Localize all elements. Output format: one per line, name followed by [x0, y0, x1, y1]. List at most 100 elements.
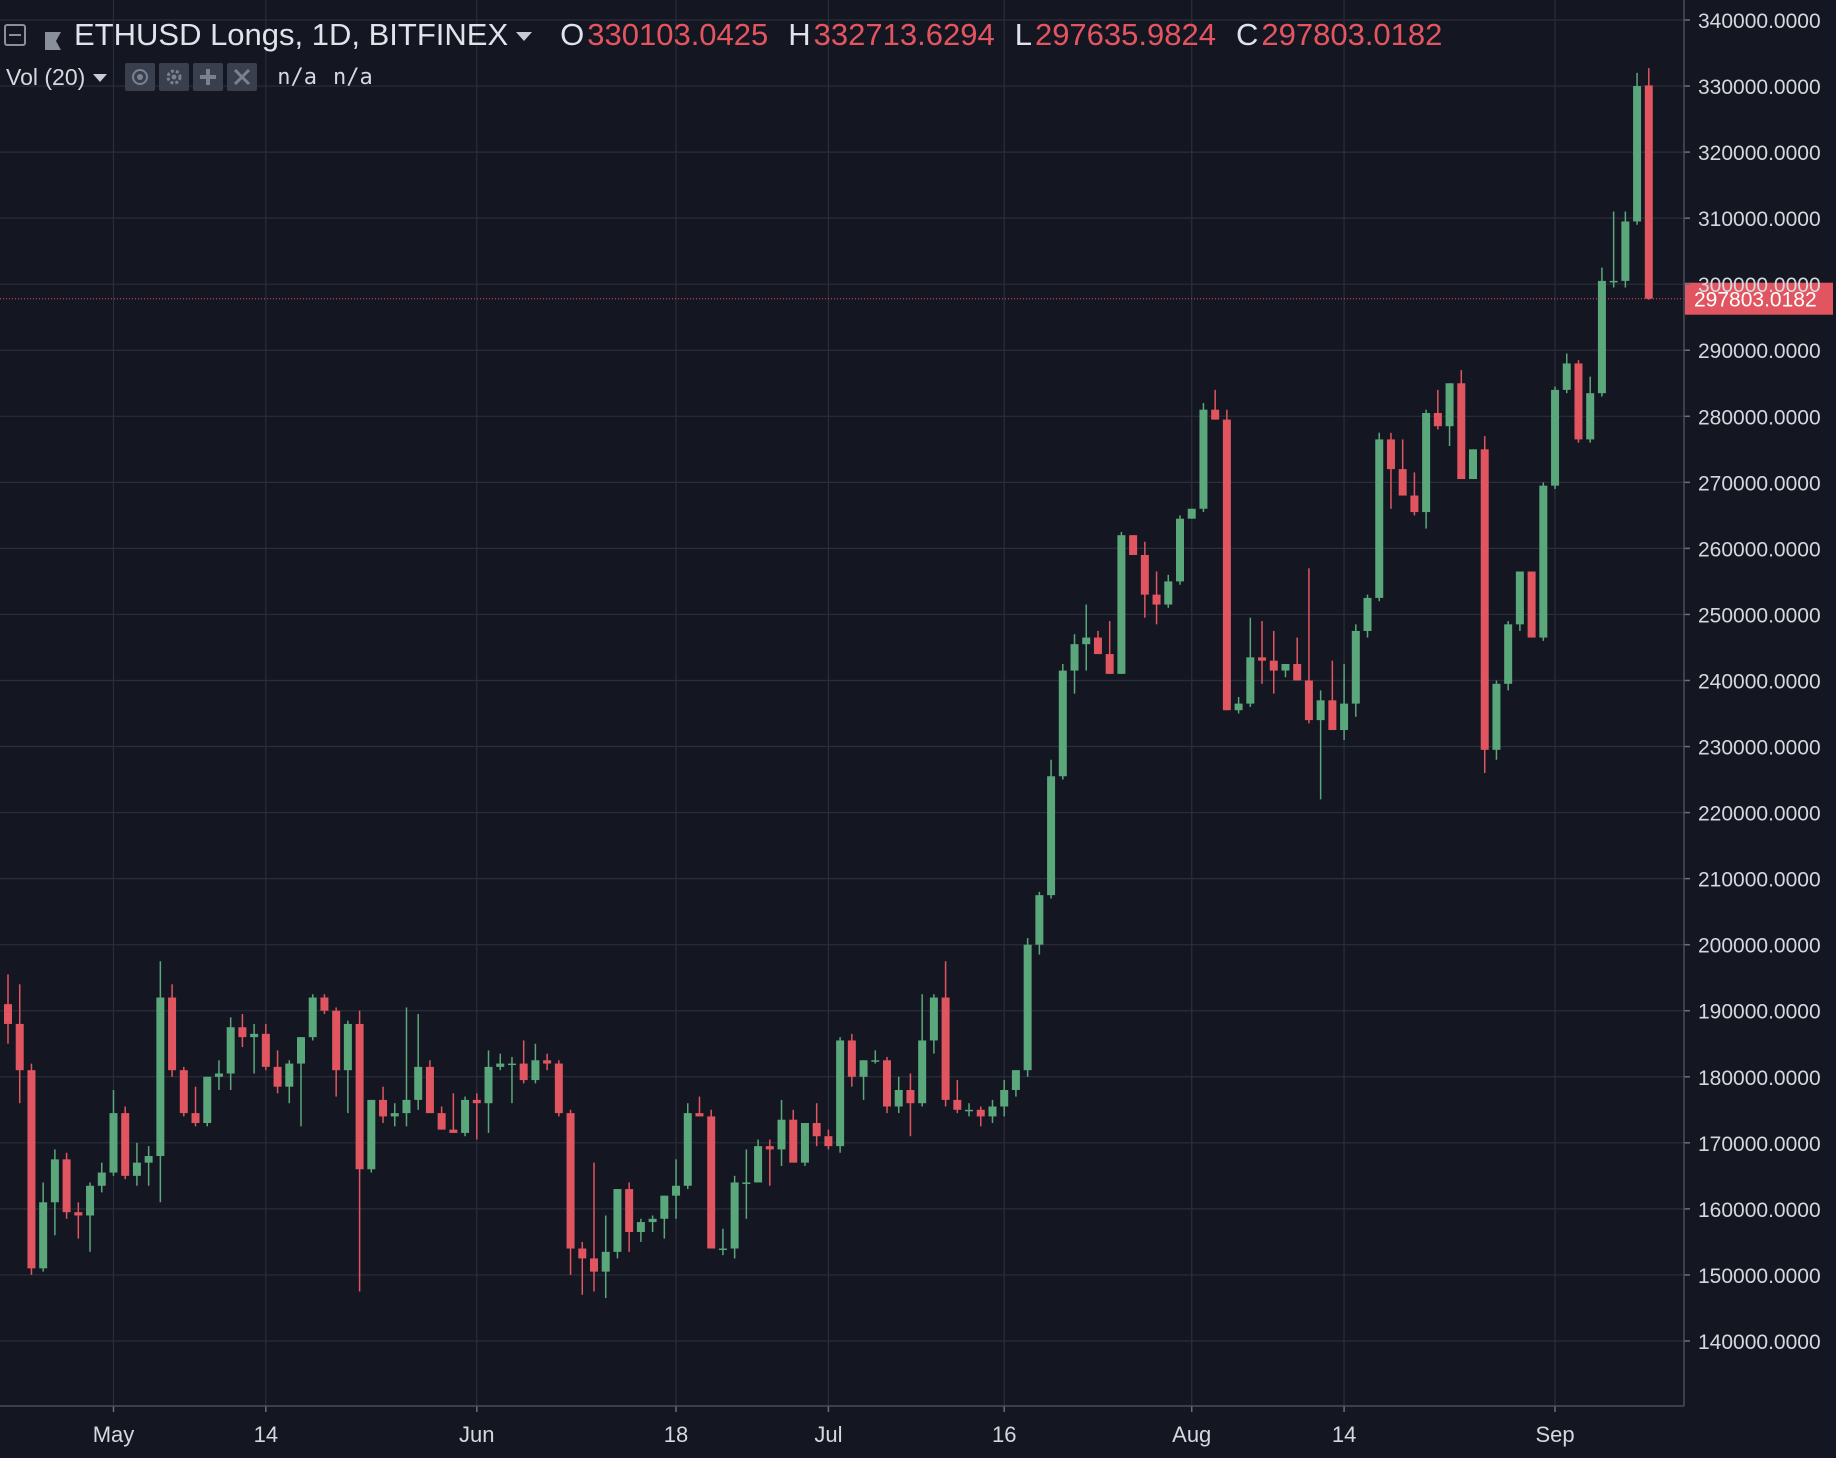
candle[interactable] — [191, 1086, 200, 1127]
candle[interactable] — [742, 1149, 751, 1219]
symbol-title[interactable]: ETHUSD Longs, 1D, BITFINEX — [74, 17, 509, 52]
candle[interactable] — [121, 1106, 130, 1180]
candle[interactable] — [531, 1043, 540, 1084]
candle[interactable] — [1023, 938, 1032, 1077]
candle[interactable] — [1234, 697, 1243, 714]
candle[interactable] — [1539, 482, 1548, 641]
candle[interactable] — [836, 1037, 845, 1153]
candle[interactable] — [847, 1033, 856, 1087]
candle[interactable] — [1164, 574, 1173, 608]
candle[interactable] — [367, 1099, 376, 1173]
chevron-down-icon[interactable] — [93, 74, 108, 82]
candle[interactable] — [1492, 680, 1501, 760]
candle[interactable] — [625, 1182, 634, 1252]
candle[interactable] — [683, 1103, 692, 1190]
candle[interactable] — [214, 1060, 223, 1090]
candle[interactable] — [1633, 72, 1642, 225]
candle[interactable] — [343, 1020, 352, 1114]
candle[interactable] — [590, 1162, 598, 1292]
candle[interactable] — [777, 1099, 786, 1166]
candle[interactable] — [636, 1218, 645, 1242]
candle[interactable] — [27, 1063, 36, 1275]
candle[interactable] — [941, 961, 950, 1107]
candle[interactable] — [273, 1050, 282, 1094]
candle[interactable] — [62, 1152, 71, 1219]
candle[interactable] — [1621, 211, 1630, 288]
candle[interactable] — [1562, 353, 1571, 394]
candle[interactable] — [648, 1215, 657, 1232]
candle[interactable] — [109, 1089, 118, 1176]
candle[interactable] — [168, 984, 177, 1077]
candle[interactable] — [1328, 660, 1337, 731]
candle[interactable] — [1105, 621, 1114, 674]
candle[interactable] — [1480, 436, 1489, 773]
candle[interactable] — [1293, 637, 1302, 681]
candle[interactable] — [144, 1146, 153, 1186]
candle[interactable] — [1363, 594, 1372, 638]
candle[interactable] — [543, 1053, 552, 1071]
candle[interactable] — [1035, 891, 1044, 955]
chevron-down-icon[interactable] — [516, 31, 533, 41]
candle[interactable] — [1070, 634, 1079, 694]
candle[interactable] — [800, 1123, 809, 1166]
candle[interactable] — [1000, 1080, 1009, 1117]
close-icon[interactable] — [227, 63, 258, 91]
candle[interactable] — [707, 1109, 716, 1249]
candle[interactable] — [1527, 571, 1536, 638]
candle[interactable] — [1269, 630, 1278, 694]
candle[interactable] — [402, 1007, 411, 1127]
candle[interactable] — [1422, 409, 1431, 529]
candle[interactable] — [1586, 376, 1595, 443]
candle[interactable] — [871, 1050, 880, 1064]
candle[interactable] — [519, 1040, 528, 1084]
candle[interactable] — [226, 1017, 235, 1090]
candle[interactable] — [988, 1099, 997, 1124]
candle[interactable] — [39, 1182, 48, 1272]
candle[interactable] — [320, 994, 329, 1015]
candle[interactable] — [824, 1129, 833, 1150]
candle[interactable] — [754, 1139, 763, 1183]
candle[interactable] — [308, 994, 317, 1041]
candle[interactable] — [74, 1202, 83, 1239]
candle[interactable] — [566, 1109, 575, 1275]
candle[interactable] — [461, 1096, 470, 1137]
eye-icon[interactable] — [125, 63, 156, 91]
candle[interactable] — [1457, 370, 1466, 480]
candle[interactable] — [132, 1142, 141, 1186]
candle[interactable] — [472, 1093, 481, 1140]
candle[interactable] — [1187, 508, 1196, 519]
candle[interactable] — [15, 984, 24, 1104]
candle[interactable] — [953, 1080, 962, 1114]
candle[interactable] — [965, 1103, 974, 1117]
candle[interactable] — [1011, 1070, 1020, 1097]
flag-icon[interactable] — [42, 24, 64, 50]
candle[interactable] — [578, 1241, 587, 1295]
candle[interactable] — [179, 1066, 188, 1117]
candle[interactable] — [390, 1103, 399, 1127]
collapse-icon[interactable] — [4, 24, 26, 46]
candle[interactable] — [437, 1106, 446, 1130]
candle[interactable] — [1504, 621, 1513, 691]
candle[interactable] — [601, 1215, 610, 1299]
candle[interactable] — [355, 1010, 364, 1292]
candle[interactable] — [929, 994, 938, 1054]
candle[interactable] — [156, 961, 165, 1203]
candle[interactable] — [1351, 624, 1360, 717]
candle[interactable] — [4, 974, 12, 1044]
candle[interactable] — [859, 1060, 868, 1100]
volume-study-label[interactable]: Vol (20) — [6, 63, 86, 90]
candle[interactable] — [1609, 211, 1618, 288]
candle[interactable] — [976, 1106, 985, 1127]
candle[interactable] — [1644, 68, 1653, 300]
candle[interactable] — [425, 1060, 434, 1114]
candle[interactable] — [1246, 617, 1255, 707]
candle[interactable] — [1222, 409, 1231, 711]
candle[interactable] — [414, 1014, 423, 1110]
candle[interactable] — [1304, 568, 1313, 724]
candle[interactable] — [97, 1162, 106, 1193]
candle[interactable] — [1551, 386, 1560, 489]
candle[interactable] — [1445, 383, 1454, 447]
candle[interactable] — [789, 1109, 798, 1163]
candle[interactable] — [285, 1060, 294, 1104]
